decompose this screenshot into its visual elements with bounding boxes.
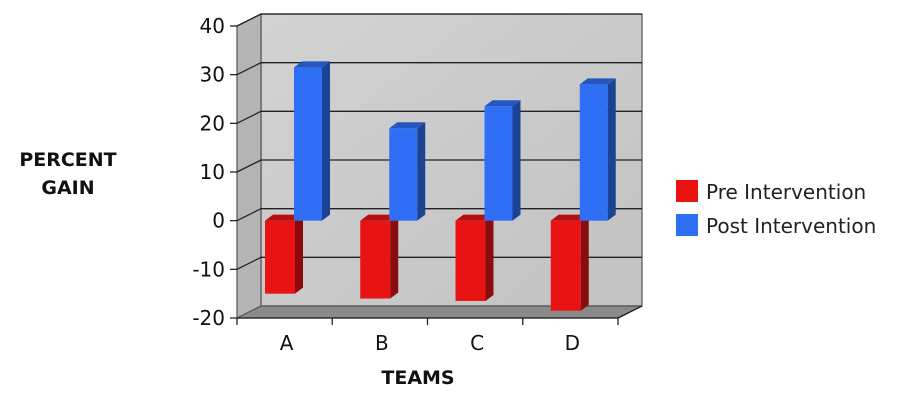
bar-pre-A-front xyxy=(265,220,295,294)
legend-swatch-pre xyxy=(676,180,698,202)
bar-pre-B-front xyxy=(360,220,391,299)
bar-pre-A-side xyxy=(295,214,303,294)
bar-pre-D-top xyxy=(550,214,589,221)
bar-pre-B xyxy=(360,214,399,299)
legend: Pre Intervention Post Intervention xyxy=(676,180,876,238)
bar-pre-A xyxy=(265,214,303,294)
x-tick-label: D xyxy=(565,331,580,355)
bar-pre-B-side xyxy=(390,214,399,299)
x-tick-label: B xyxy=(375,331,389,355)
bar-post-D-side xyxy=(607,78,616,221)
y-tick-label: -10 xyxy=(192,257,225,281)
gridline xyxy=(236,62,642,76)
x-axis-ticks: A B C D xyxy=(236,305,643,355)
bar-pre-D xyxy=(550,214,589,311)
bar-pre-C-top xyxy=(455,214,494,221)
gridline xyxy=(236,13,642,27)
legend-swatch-post xyxy=(676,214,698,236)
bar-post-B xyxy=(389,122,426,221)
bar-post-A xyxy=(294,61,330,221)
y-tick-label: -20 xyxy=(192,306,225,330)
bar-pre-C-side xyxy=(485,214,494,301)
bar-post-A-side xyxy=(322,61,330,221)
bar-post-A-front xyxy=(294,67,322,221)
bar-post-C-front xyxy=(484,106,513,221)
bar-pre-D-side xyxy=(580,214,589,311)
bar-post-B-top xyxy=(389,122,426,129)
bar-post-A-top xyxy=(294,61,330,68)
bar-post-C xyxy=(484,100,521,221)
bar-post-D-front xyxy=(579,84,608,221)
legend-label-pre: Pre Intervention xyxy=(706,180,866,204)
y-tick-label: 0 xyxy=(212,209,225,233)
y-tick-label: 20 xyxy=(200,111,225,135)
x-tick-label: C xyxy=(470,331,484,355)
bar-post-B-front xyxy=(389,128,418,221)
bar-pre-D-front xyxy=(550,220,581,311)
y-tick-label: 30 xyxy=(200,63,225,87)
bar-post-D xyxy=(579,78,616,221)
bar-post-D-top xyxy=(579,78,616,85)
y-axis-ticks: 40 30 20 10 0 -10 -20 xyxy=(192,14,237,330)
bar-post-C-side xyxy=(512,100,521,221)
legend-label-post: Post Intervention xyxy=(706,214,876,238)
bar-pre-B-top xyxy=(360,214,399,221)
x-axis-edge xyxy=(617,305,643,319)
bar-post-C-top xyxy=(484,100,521,107)
gridline xyxy=(236,256,642,270)
y-tick-label: 10 xyxy=(200,160,225,184)
bar-pre-C xyxy=(455,214,494,301)
y-tick-label: 40 xyxy=(200,14,225,38)
bar-post-B-side xyxy=(417,122,426,221)
bars xyxy=(265,61,616,311)
bar-pre-A-top xyxy=(265,214,303,221)
y-axis-title-line-2: GAIN xyxy=(41,177,94,199)
bar-pre-C-front xyxy=(455,220,486,301)
y-axis-title-line-1: PERCENT xyxy=(19,149,116,171)
x-tick-label: A xyxy=(280,331,294,355)
x-axis-title: TEAMS xyxy=(381,367,454,389)
